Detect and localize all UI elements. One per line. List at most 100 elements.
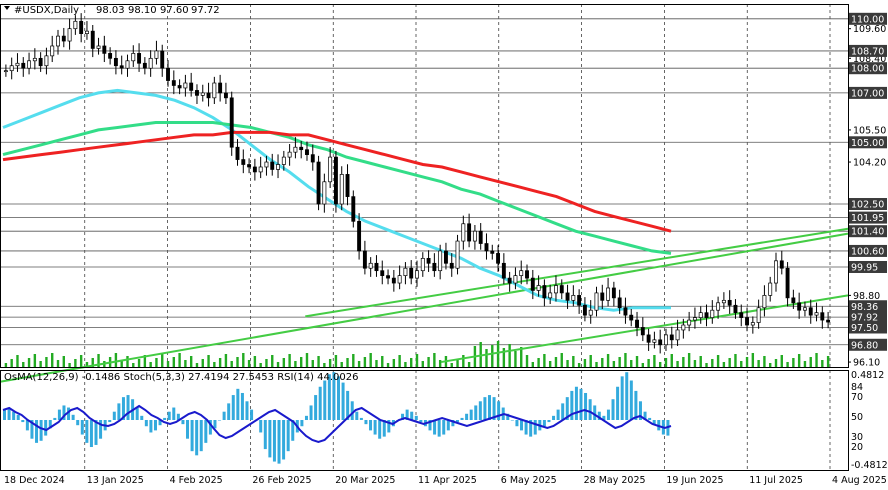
osma-bar (149, 420, 153, 433)
level-label-box (849, 338, 887, 351)
osma-bar (620, 376, 624, 420)
volume-bar (27, 358, 31, 367)
osma-bar (611, 399, 615, 420)
candle-body (820, 312, 825, 321)
candle-body (501, 262, 506, 279)
candle-body (629, 314, 634, 321)
candle-body (85, 30, 89, 34)
osma-bar (99, 420, 103, 439)
volume-bar (496, 341, 500, 367)
candle-body (299, 146, 304, 151)
candle-body (189, 82, 194, 91)
candle-body (206, 92, 211, 99)
candle-body (160, 50, 165, 69)
osma-bar (364, 420, 368, 425)
volume-bar (334, 355, 338, 367)
candle-body (692, 317, 697, 321)
candle-body (559, 285, 564, 294)
candle-body (542, 285, 547, 299)
volume-bar (33, 354, 37, 367)
osma-bar (135, 407, 139, 420)
indicator-tick-label: 30 (851, 432, 863, 443)
osma-bar (593, 405, 597, 420)
volume-bar (722, 362, 726, 367)
osma-bar (428, 420, 432, 431)
high-value: 98.10 (128, 5, 157, 16)
volume-bar (635, 356, 639, 367)
osma-bar (414, 415, 418, 420)
candle-body (727, 299, 732, 306)
volume-bar (16, 355, 19, 367)
moving-averages (2, 88, 672, 312)
axes: 18 Dec 2024 13 Jan 2025 4 Feb 2025 26 Feb 2… (0, 4, 888, 486)
volume-bar (514, 351, 517, 367)
level-label: 98.36 (851, 302, 878, 313)
candle-body (530, 277, 535, 291)
volume-bar (491, 345, 494, 367)
candle-body (362, 250, 367, 269)
candle-body (716, 302, 721, 311)
level-label: 101.40 (851, 227, 884, 238)
indicator-tick-label: 70 (851, 392, 863, 403)
osma-bar (245, 401, 249, 420)
osma-bar (455, 420, 459, 423)
level-label-box (849, 311, 887, 324)
price-tick-label: 98.80 (853, 291, 880, 302)
volume-bar (56, 360, 60, 367)
volume-bar (630, 360, 633, 367)
candle-body (316, 161, 321, 205)
volume-bar (120, 360, 123, 367)
volume-bar (184, 360, 187, 367)
osma-bar (606, 409, 610, 420)
volume-bar (467, 362, 471, 367)
osma-bar (323, 380, 327, 420)
candle-body (490, 250, 495, 254)
osma-bar (419, 420, 423, 423)
candle-body (681, 324, 686, 331)
candle-body (606, 287, 611, 301)
osma-bar (199, 420, 203, 452)
volume-bar (143, 355, 147, 367)
volume-bar (670, 354, 673, 367)
candle-body (484, 243, 489, 252)
volume-bar (323, 363, 326, 367)
volume-bar (769, 363, 772, 367)
osma-bar (94, 420, 98, 445)
candle-body (432, 262, 437, 272)
volume-bar (658, 362, 662, 367)
osma-bar (190, 420, 194, 452)
candle-body (582, 304, 587, 316)
candle-body (391, 277, 396, 284)
osma-bar (643, 411, 647, 420)
volume-bar (352, 354, 355, 367)
volume-bar (537, 358, 540, 367)
candle-body (802, 307, 807, 311)
osma-bar (318, 386, 322, 420)
volume-bar (242, 353, 245, 367)
collapse-triangle-icon[interactable] (4, 6, 10, 10)
osma-bar (71, 414, 75, 420)
osma-bar (16, 414, 20, 420)
candle-body (287, 151, 292, 158)
indicator-tick-label: -0.4812 (851, 460, 888, 471)
candle-body (258, 166, 263, 173)
osma-bar (62, 405, 66, 420)
volume-bar (317, 356, 320, 367)
volume-bar (450, 363, 453, 367)
candle-body (102, 45, 107, 54)
candle-body (108, 53, 113, 59)
osma-bar (176, 413, 180, 420)
x-tick-label: 20 Mar 2025 (335, 475, 395, 486)
volume-bar (4, 363, 8, 367)
volume-bar (398, 355, 401, 367)
osma-bar (570, 390, 574, 420)
volume-bar (693, 360, 697, 367)
osma-bar (240, 392, 244, 420)
volume-bar (797, 354, 801, 367)
candle-body (687, 319, 692, 326)
candle-body (571, 295, 576, 301)
candle-body (397, 275, 402, 284)
price-panel-border (0, 4, 849, 368)
osma-bar (529, 420, 533, 437)
